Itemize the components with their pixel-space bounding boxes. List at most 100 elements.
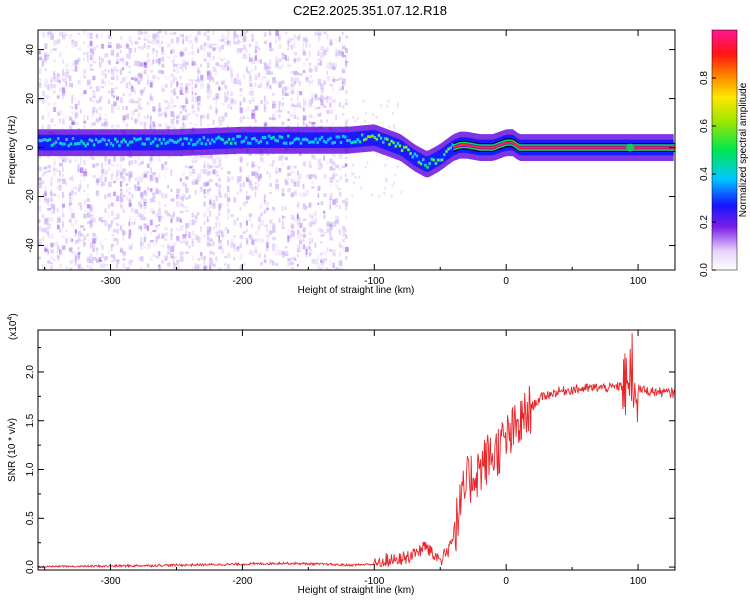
noise-speckle [44, 78, 49, 84]
noise-speckle [218, 193, 222, 198]
noise-speckle [38, 50, 41, 55]
noise-speckle [354, 175, 357, 179]
noise-speckle [68, 160, 72, 164]
noise-speckle [200, 82, 204, 89]
noise-speckle [110, 107, 115, 114]
noise-speckle [218, 177, 221, 182]
noise-speckle [104, 176, 107, 182]
noise-speckle [140, 236, 142, 242]
noise-speckle [125, 60, 129, 66]
noise-speckle [326, 46, 329, 53]
noise-speckle [89, 97, 92, 102]
noise-speckle [194, 124, 198, 127]
ridge-dot [295, 137, 298, 141]
noise-speckle [104, 121, 107, 127]
noise-speckle [62, 71, 66, 76]
noise-speckle [158, 157, 161, 162]
noise-speckle [47, 165, 51, 169]
noise-speckle [317, 39, 321, 43]
noise-speckle [56, 111, 61, 116]
noise-speckle [77, 253, 80, 259]
noise-speckle [191, 79, 194, 85]
noise-speckle [143, 198, 148, 204]
ridge-dot [215, 137, 218, 141]
noise-speckle [194, 158, 198, 163]
noise-speckle [50, 85, 53, 91]
noise-speckle [224, 268, 227, 270]
noise-speckle [215, 93, 220, 99]
y-tick-label: 2.0 [25, 365, 36, 379]
noise-speckle [221, 116, 225, 122]
noise-speckle [140, 203, 142, 206]
noise-speckle [104, 256, 107, 262]
noise-speckle [257, 237, 260, 243]
noise-speckle [62, 246, 65, 249]
ridge-dot [116, 140, 119, 144]
noise-speckle [284, 178, 287, 182]
noise-speckle [113, 101, 117, 107]
noise-speckle [146, 79, 149, 85]
noise-speckle [128, 48, 131, 51]
noise-speckle [122, 236, 125, 241]
noise-speckle [167, 246, 171, 251]
noise-speckle [308, 120, 312, 125]
noise-speckle [212, 43, 216, 46]
noise-speckle [95, 259, 99, 263]
spectrogram-x-axis-label: Height of straight line (km) [298, 285, 415, 296]
noise-speckle [357, 175, 360, 179]
noise-speckle [320, 267, 323, 270]
noise-speckle [182, 52, 185, 56]
noise-speckle [41, 115, 44, 120]
noise-speckle [113, 192, 116, 197]
noise-speckle [260, 212, 263, 216]
noise-speckle [218, 189, 221, 194]
noise-speckle [56, 169, 60, 173]
noise-speckle [200, 116, 202, 122]
noise-speckle [47, 124, 51, 130]
noise-speckle [191, 266, 196, 270]
noise-speckle [131, 259, 133, 263]
noise-speckle [164, 99, 168, 103]
noise-speckle [230, 74, 233, 81]
noise-speckle [137, 37, 141, 40]
noise-speckle [194, 215, 199, 219]
noise-speckle [272, 105, 275, 109]
noise-speckle [41, 166, 45, 170]
noise-speckle [248, 213, 253, 217]
noise-speckle [53, 73, 57, 78]
noise-speckle [92, 163, 96, 169]
ridge-green-top [453, 139, 675, 146]
noise-speckle [290, 113, 293, 117]
noise-speckle [209, 265, 213, 270]
noise-speckle [296, 91, 299, 94]
noise-speckle [332, 79, 336, 83]
noise-speckle [251, 160, 256, 164]
noise-speckle [92, 232, 95, 235]
snr-line [38, 332, 675, 569]
noise-speckle [263, 102, 266, 109]
noise-speckle [302, 51, 307, 56]
noise-speckle [215, 43, 218, 49]
noise-speckle [338, 251, 342, 258]
noise-speckle [242, 231, 246, 234]
noise-speckle [209, 202, 213, 209]
noise-speckle [260, 59, 263, 64]
noise-speckle [263, 209, 266, 214]
noise-speckle [80, 157, 82, 160]
noise-speckle [400, 191, 403, 195]
noise-speckle [236, 73, 239, 77]
noise-speckle [317, 254, 320, 260]
noise-speckle [83, 213, 87, 219]
noise-speckle [83, 159, 86, 165]
noise-speckle [158, 266, 162, 270]
noise-speckle [131, 207, 134, 213]
noise-speckle [122, 175, 126, 182]
noise-speckle [314, 258, 319, 265]
noise-speckle [77, 57, 81, 62]
noise-speckle [390, 194, 393, 198]
noise-speckle [128, 235, 131, 239]
noise-speckle [257, 182, 260, 188]
noise-speckle [215, 81, 219, 85]
noise-speckle [65, 33, 68, 36]
noise-speckle [149, 95, 154, 101]
